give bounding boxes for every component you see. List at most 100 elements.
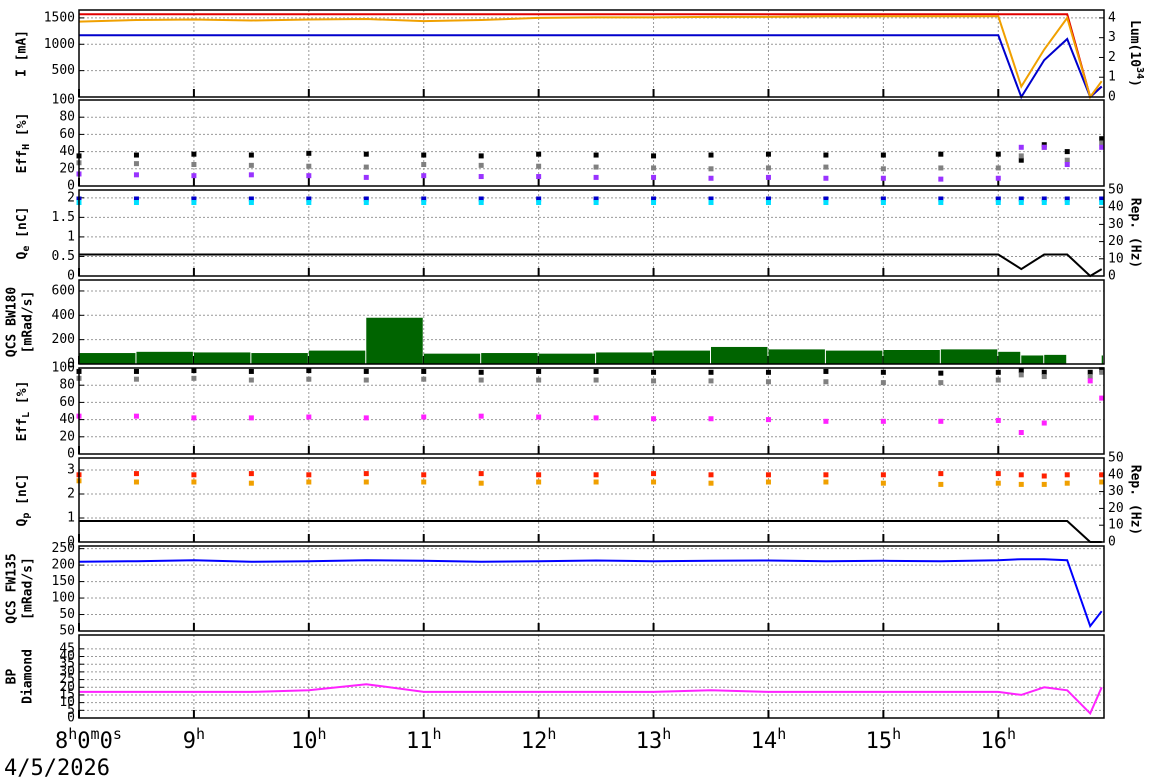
point: [191, 162, 197, 167]
point: [363, 415, 369, 421]
x-tick-part: 16: [981, 729, 1008, 754]
y-tick-label: 0: [67, 447, 75, 462]
point: [765, 472, 771, 478]
point: [478, 413, 484, 419]
y-tick-label: 0: [67, 711, 75, 726]
point: [880, 152, 886, 158]
bar: [883, 350, 940, 364]
point: [536, 163, 542, 169]
point: [765, 200, 771, 206]
point: [995, 200, 1001, 206]
point: [1018, 481, 1024, 487]
point: [536, 377, 542, 383]
y2-tick-label: 30: [1108, 484, 1124, 499]
point: [995, 151, 1001, 157]
point: [708, 175, 714, 181]
point: [765, 151, 771, 157]
point: [880, 380, 886, 386]
y-tick-label: 500: [52, 63, 75, 78]
point: [133, 152, 139, 158]
point: [1018, 157, 1024, 163]
point: [765, 174, 771, 180]
point: [421, 200, 427, 206]
y2-tick-label: 1: [1108, 70, 1116, 85]
axis-label: Rep. (Hz): [1128, 465, 1143, 535]
y-tick-label: 40: [59, 649, 75, 664]
y-tick-label: 60: [59, 127, 75, 142]
label-part: Q: [15, 252, 30, 260]
point: [248, 377, 254, 383]
x-tick-part: 15: [866, 729, 893, 754]
point: [1041, 369, 1047, 375]
panel-frame: [78, 9, 1105, 98]
series-line: [79, 34, 1103, 100]
y-tick-label: 0.5: [52, 249, 75, 264]
point: [708, 369, 714, 375]
point: [248, 415, 254, 421]
x-tick-part: h: [432, 725, 441, 743]
point: [133, 479, 139, 485]
point: [248, 200, 254, 206]
point: [191, 200, 197, 206]
axis-label: [mRad/s]: [21, 557, 36, 620]
panel-frame: [78, 367, 1105, 455]
y2-tick-label: 10: [1108, 251, 1124, 266]
point: [651, 153, 657, 159]
point: [1018, 144, 1024, 150]
y-tick-label: 0: [67, 269, 75, 284]
point: [823, 368, 829, 374]
bar: [538, 353, 596, 364]
point: [363, 377, 369, 383]
axis-label: [mRad/s]: [21, 291, 36, 354]
point: [1099, 472, 1105, 478]
bar: [940, 349, 998, 364]
point: [1064, 472, 1070, 478]
point: [421, 152, 427, 158]
bar: [1021, 355, 1044, 364]
x-tick-label: 12h: [521, 725, 557, 755]
point: [1041, 200, 1047, 206]
y-tick-label: 5: [67, 703, 75, 718]
axis-label: QCS BW180: [5, 287, 20, 358]
point: [593, 200, 599, 206]
point: [306, 163, 312, 169]
point: [191, 368, 197, 374]
point: [1064, 157, 1070, 163]
y2-tick-label: 40: [1108, 200, 1124, 215]
point: [1064, 196, 1070, 202]
point: [880, 480, 886, 486]
point: [651, 416, 657, 422]
point: [1018, 372, 1024, 378]
bar: [423, 353, 481, 364]
point: [1018, 196, 1024, 202]
y-tick-label: 100: [52, 93, 75, 108]
y-tick-label: 20: [59, 161, 75, 176]
point: [938, 165, 944, 171]
point: [248, 471, 254, 477]
point: [938, 380, 944, 386]
x-tick-part: 12: [521, 729, 548, 754]
point: [593, 152, 599, 158]
point: [938, 471, 944, 477]
point: [1099, 140, 1105, 146]
point: [593, 368, 599, 374]
axis-label: EffH [%]: [15, 113, 33, 174]
x-tick-part: 10: [291, 729, 318, 754]
point: [1041, 420, 1047, 426]
point: [1018, 153, 1024, 159]
x-tick-label: 16h: [981, 725, 1017, 755]
label-sub: H: [21, 144, 32, 150]
panel-frame: [78, 457, 1105, 543]
point: [478, 369, 484, 375]
point: [478, 162, 484, 168]
point: [536, 472, 542, 478]
y-tick-label: 40: [59, 412, 75, 427]
x-tick-part: h: [547, 725, 556, 743]
point: [191, 196, 197, 202]
point: [478, 196, 484, 202]
point: [1099, 369, 1105, 375]
point: [593, 377, 599, 383]
y-tick-label: 35: [59, 657, 75, 672]
y-tick-label: 3: [67, 463, 75, 478]
